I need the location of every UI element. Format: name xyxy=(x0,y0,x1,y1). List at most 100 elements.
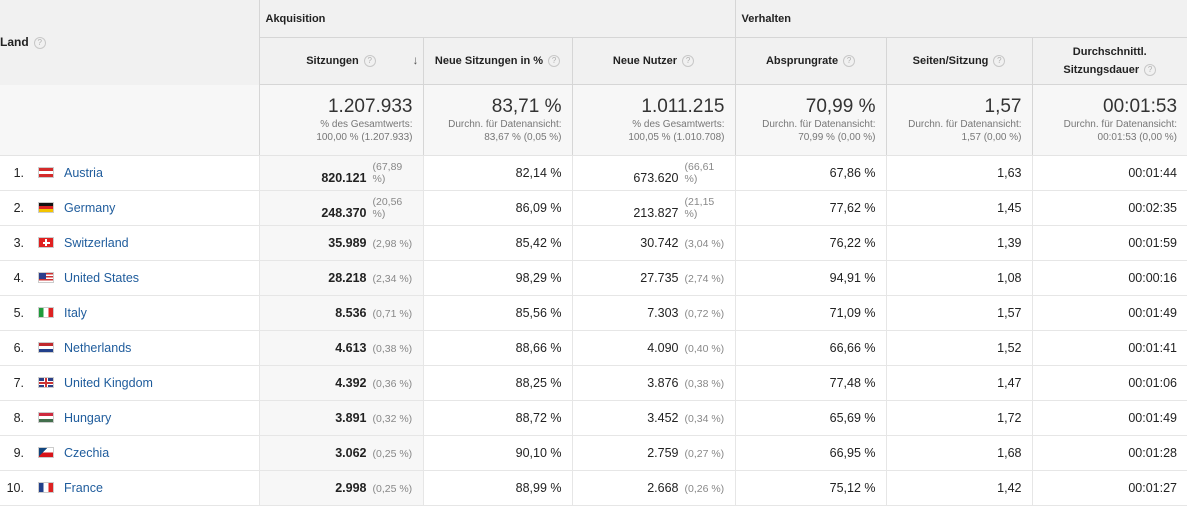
total-note: % des Gesamtwerts: xyxy=(320,119,413,130)
dauer-cell: 00:01:27 xyxy=(1031,470,1187,506)
seiten-cell: 1,68 xyxy=(885,435,1032,471)
row-number: 3. xyxy=(13,236,24,250)
neue-nutzer-value: 27.735 xyxy=(640,271,679,285)
sitzungen-percent: (20,56 %) xyxy=(372,196,403,220)
flag-icon xyxy=(38,237,54,248)
help-icon[interactable]: ? xyxy=(843,55,856,67)
sitzungen-percent: (2,34 %) xyxy=(372,273,413,285)
country-link[interactable]: United Kingdom xyxy=(64,376,153,390)
dauer-cell: 00:01:28 xyxy=(1031,435,1187,471)
total-note: 00:01:53 (0,00 %) xyxy=(1097,132,1178,143)
sitzungen-cell: 2.998 (0,25 %) xyxy=(258,470,423,506)
absprungrate-cell: 66,66 % xyxy=(734,330,886,366)
help-icon[interactable]: ? xyxy=(363,55,376,67)
sitzungen-value: 820.121 xyxy=(321,171,367,185)
neue-nutzer-value: 2.668 xyxy=(647,481,679,495)
neue-nutzer-cell: 7.303 (0,72 %) xyxy=(571,295,735,331)
country-link[interactable]: United States xyxy=(64,271,140,285)
seiten-cell: 1,72 xyxy=(885,400,1032,436)
table-row: 8. Hungary 3.891 (0,32 %) 88,72 % 3.452 (0,… xyxy=(0,400,1187,436)
col-header-neue-nutzer[interactable]: Neue Nutzer? xyxy=(571,37,735,85)
sitzungen-value: 4.613 xyxy=(335,341,367,355)
row-number: 5. xyxy=(13,306,24,320)
row-number: 4. xyxy=(13,271,24,285)
sort-descending-icon[interactable]: ↓ xyxy=(412,53,419,67)
dauer-cell: 00:01:06 xyxy=(1031,365,1187,401)
country-link[interactable]: Czechia xyxy=(64,446,110,460)
neue-nutzer-cell: 27.735 (2,74 %) xyxy=(571,260,735,296)
total-seiten: 1,57 Durchn. für Datenansicht: 1,57 (0,00 … xyxy=(885,84,1032,156)
total-value: 1.207.933 xyxy=(327,96,413,117)
neue-nutzer-value: 2.759 xyxy=(647,446,679,460)
col-header-label: Sitzungsdauer xyxy=(1063,64,1140,76)
group-acquisition: Akquisition xyxy=(258,0,735,38)
total-note: % des Gesamtwerts: xyxy=(632,119,725,130)
seiten-cell: 1,63 xyxy=(885,155,1032,191)
total-note: Durchn. für Datenansicht: xyxy=(908,119,1022,130)
neue-sitzungen-cell: 85,56 % xyxy=(422,295,572,331)
country-cell: 6. Netherlands xyxy=(0,330,259,366)
seiten-cell: 1,52 xyxy=(885,330,1032,366)
absprungrate-cell: 65,69 % xyxy=(734,400,886,436)
country-link[interactable]: Netherlands xyxy=(64,341,132,355)
total-sitzungen: 1.207.933 % des Gesamtwerts: 100,00 % (1.2… xyxy=(258,84,423,156)
country-link[interactable]: Italy xyxy=(64,306,87,320)
col-header-seiten-sitzung[interactable]: Seiten/Sitzung? xyxy=(885,37,1032,85)
sitzungen-percent: (0,25 %) xyxy=(372,483,413,495)
country-link[interactable]: Switzerland xyxy=(64,236,129,250)
land-header[interactable]: Land? xyxy=(0,0,259,85)
dauer-cell: 00:00:16 xyxy=(1031,260,1187,296)
dauer-cell: 00:02:35 xyxy=(1031,190,1187,226)
help-icon[interactable]: ? xyxy=(682,55,695,67)
seiten-cell: 1,42 xyxy=(885,470,1032,506)
total-note: Durchn. für Datenansicht: xyxy=(762,119,876,130)
total-value: 70,99 % xyxy=(805,96,876,117)
col-header-neue-sitzungen[interactable]: Neue Sitzungen in %? xyxy=(422,37,572,85)
country-cell: 3. Switzerland xyxy=(0,225,259,261)
neue-sitzungen-cell: 85,42 % xyxy=(422,225,572,261)
table-row: 7. United Kingdom 4.392 (0,36 %) 88,25 % 3… xyxy=(0,365,1187,401)
total-note: 100,00 % (1.207.933) xyxy=(316,132,413,143)
total-neue-sitzungen: 83,71 % Durchn. für Datenansicht: 83,67 % … xyxy=(422,84,572,156)
neue-sitzungen-cell: 86,09 % xyxy=(422,190,572,226)
neue-nutzer-percent: (3,04 %) xyxy=(684,238,725,250)
sitzungen-value: 3.062 xyxy=(335,446,367,460)
seiten-cell: 1,47 xyxy=(885,365,1032,401)
total-note: 100,05 % (1.010.708) xyxy=(628,132,725,143)
help-icon[interactable]: ? xyxy=(33,37,46,50)
table-row: 1. Austria 820.121 (67,89 %) 82,14 % 673.6… xyxy=(0,155,1187,191)
flag-icon xyxy=(38,447,54,458)
seiten-cell: 1,45 xyxy=(885,190,1032,226)
total-dauer: 00:01:53 Durchn. für Datenansicht: 00:01:5… xyxy=(1031,84,1187,156)
country-link[interactable]: Hungary xyxy=(64,411,112,425)
neue-nutzer-value: 4.090 xyxy=(647,341,679,355)
col-header-sitzungen[interactable]: Sitzungen? ↓ xyxy=(258,37,423,85)
col-header-absprungrate[interactable]: Absprungrate? xyxy=(734,37,886,85)
neue-nutzer-cell: 673.620 (66,61 %) xyxy=(571,155,735,191)
col-header-sitzungsdauer[interactable]: Durchschnittl. Sitzungsdauer? xyxy=(1031,37,1187,85)
neue-nutzer-cell: 30.742 (3,04 %) xyxy=(571,225,735,261)
country-cell: 4. United States xyxy=(0,260,259,296)
country-cell: 8. Hungary xyxy=(0,400,259,436)
total-note: Durchn. für Datenansicht: xyxy=(1063,119,1178,130)
country-link[interactable]: Austria xyxy=(64,166,103,180)
country-cell: 5. Italy xyxy=(0,295,259,331)
sitzungen-cell: 4.613 (0,38 %) xyxy=(258,330,423,366)
help-icon[interactable]: ? xyxy=(993,55,1006,67)
sitzungen-value: 2.998 xyxy=(335,481,367,495)
flag-icon xyxy=(38,167,54,178)
country-link[interactable]: France xyxy=(64,481,103,495)
table-row: 10. France 2.998 (0,25 %) 88,99 % 2.668 (0,… xyxy=(0,470,1187,506)
sitzungen-cell: 4.392 (0,36 %) xyxy=(258,365,423,401)
country-link[interactable]: Germany xyxy=(64,201,116,215)
neue-nutzer-value: 7.303 xyxy=(647,306,679,320)
col-header-label: Absprungrate xyxy=(765,55,839,67)
col-header-label: Neue Nutzer xyxy=(612,55,678,67)
help-icon[interactable]: ? xyxy=(548,55,561,67)
neue-nutzer-percent: (21,15 %) xyxy=(684,196,715,220)
help-icon[interactable]: ? xyxy=(1144,64,1157,76)
col-header-label: Sitzungen xyxy=(306,55,359,67)
total-note: 83,67 % (0,05 %) xyxy=(484,132,562,143)
